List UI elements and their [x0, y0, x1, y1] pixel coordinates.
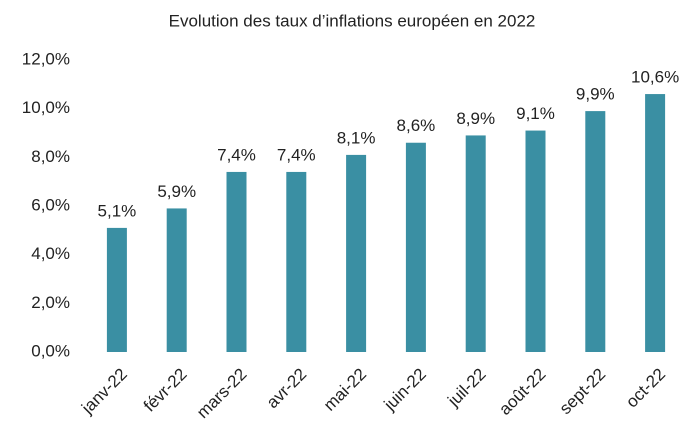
data-label: 7,4%	[277, 145, 316, 164]
data-label: 5,1%	[98, 201, 137, 220]
data-label: 5,9%	[157, 182, 196, 201]
bar	[346, 154, 367, 352]
data-label: 9,1%	[516, 104, 555, 123]
data-label: 7,4%	[217, 145, 256, 164]
y-tick-label: 10,0%	[22, 98, 70, 117]
bar	[226, 171, 247, 352]
x-tick-label: avr-22	[263, 365, 311, 413]
bar	[405, 142, 426, 352]
y-tick-label: 2,0%	[31, 293, 70, 312]
x-tick-label: sept-22	[556, 365, 610, 419]
x-tick-label: août-22	[495, 365, 549, 419]
x-tick-label: mai-22	[320, 365, 370, 415]
bar	[465, 135, 486, 352]
bar	[525, 130, 546, 352]
y-tick-label: 0,0%	[31, 341, 70, 360]
x-tick-label: févr-22	[140, 365, 191, 416]
x-tick-label: oct-22	[622, 365, 669, 412]
x-tick-label: mars-22	[193, 365, 251, 423]
data-label: 10,6%	[631, 68, 679, 87]
chart-title: Evolution des taux d’inflations européen…	[169, 11, 536, 30]
y-tick-label: 6,0%	[31, 195, 70, 214]
bar	[286, 171, 307, 352]
y-tick-label: 4,0%	[31, 244, 70, 263]
bar	[645, 94, 666, 353]
y-tick-label: 8,0%	[31, 147, 70, 166]
data-label: 8,6%	[397, 116, 436, 135]
data-label: 8,9%	[456, 109, 495, 128]
bar	[106, 227, 127, 352]
y-tick-label: 12,0%	[22, 49, 70, 68]
bar	[166, 208, 187, 352]
data-label: 8,1%	[337, 128, 376, 147]
x-tick-label: janv-22	[77, 365, 131, 419]
bar	[585, 111, 606, 352]
data-label: 9,9%	[576, 85, 615, 104]
x-tick-label: juil-22	[443, 365, 489, 411]
x-tick-label: juin-22	[380, 365, 430, 415]
